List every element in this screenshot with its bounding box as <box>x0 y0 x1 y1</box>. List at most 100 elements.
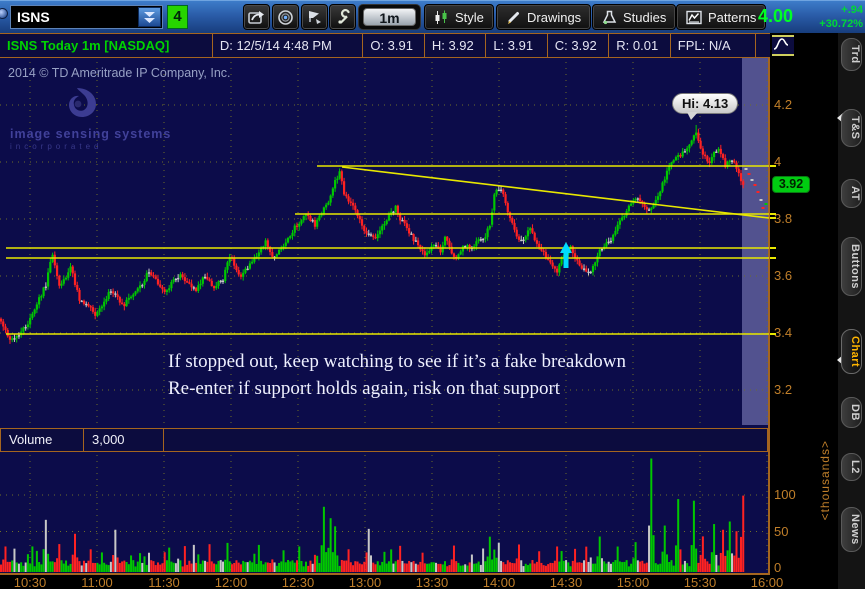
time-axis-label: 14:00 <box>482 575 516 589</box>
share-icon <box>248 11 264 24</box>
watchlist-count-badge[interactable]: 4 <box>167 5 188 29</box>
candlestick-chart: buy-signal-arrow <box>0 62 770 423</box>
target-icon <box>278 10 293 25</box>
time-axis: 10:30 11:00 11:30 12:00 12:30 13:00 13:30 14:00… <box>0 575 838 589</box>
share-chart-button[interactable] <box>243 4 270 30</box>
drawings-menu-button[interactable]: Drawings <box>496 4 592 30</box>
watermark-title: image sensing systems <box>10 127 172 141</box>
databar-cell: D: 12/5/14 4:48 PM <box>213 34 364 57</box>
drawing-axis-tick <box>770 217 776 219</box>
volume-pane[interactable]: Volume 3,000 <box>0 425 770 575</box>
last-price-badge: 3.92 <box>772 175 810 193</box>
sidebar-tab-l2[interactable]: L2 <box>841 453 862 481</box>
chart-data-bar: ISNS Today 1m [NASDAQ] D: 12/5/14 4:48 P… <box>0 33 770 58</box>
price-chart-pane[interactable]: buy-signal-arrow 2014 © TD Ameritrade IP… <box>0 58 770 425</box>
drawing-axis-tick <box>770 333 776 335</box>
databar-cell: R: 0.01 <box>609 34 671 57</box>
time-axis-label: 13:00 <box>348 575 382 589</box>
settings-wrench-button[interactable] <box>329 4 356 30</box>
candlestick-icon <box>435 10 447 24</box>
drawings-menu-label: Drawings <box>527 9 582 25</box>
sidebar-tab-ts[interactable]: T&S <box>841 109 862 147</box>
pattern-wave-icon <box>686 10 702 24</box>
crosshair-tool-button[interactable] <box>272 4 299 30</box>
sidebar-tab-news[interactable]: News <box>841 507 862 552</box>
sidebar-tab-buttons[interactable]: Buttons <box>841 237 862 297</box>
volume-header: Volume 3,000 <box>0 428 768 452</box>
price-axis-label: 3.4 <box>774 325 793 340</box>
volume-axis-unit: <thousands> <box>818 440 832 521</box>
flag-tool-icon <box>308 11 321 24</box>
volume-last-value: 3,000 <box>84 428 164 452</box>
company-watermark: image sensing systems incorporated <box>10 86 180 151</box>
volume-header-filler <box>164 428 768 452</box>
volume-label: Volume <box>0 428 84 452</box>
symbol-value: ISNS <box>17 9 50 25</box>
trade-note-line2: Re-enter if support holds again, risk on… <box>168 378 561 399</box>
time-axis-label: 14:30 <box>549 575 583 589</box>
time-axis-label: 15:00 <box>616 575 650 589</box>
time-axis-label: 10:30 <box>13 575 47 589</box>
curve-icon <box>773 38 789 50</box>
double-chevron-down-icon <box>144 12 155 23</box>
databar-cell: O: 3.91 <box>363 34 425 57</box>
trade-note-annotation[interactable]: If stopped out, keep watching to see if … <box>168 348 626 402</box>
studies-menu-button[interactable]: Studies <box>592 4 677 30</box>
databar-cell: C: 3.92 <box>548 34 610 57</box>
flask-icon <box>602 10 617 24</box>
sidebar-tab-at[interactable]: AT <box>841 179 862 208</box>
timeframe-value: 1m <box>363 8 416 26</box>
time-axis-label: 15:30 <box>683 575 717 589</box>
watermark-subtitle: incorporated <box>10 142 103 151</box>
sidebar-collapse-notch[interactable] <box>837 113 843 123</box>
time-axis-label: 11:30 <box>148 575 180 589</box>
copyright-text: 2014 © TD Ameritrade IP Company, Inc. <box>8 66 231 80</box>
symbol-dropdown-button[interactable] <box>138 7 161 27</box>
sidebar-collapse-notch[interactable] <box>837 355 843 365</box>
style-menu-label: Style <box>455 9 484 25</box>
chart-mode-button[interactable] <box>772 35 794 56</box>
change-display: +.94 +30.72% <box>819 3 863 31</box>
drawing-axis-tick <box>770 257 776 259</box>
time-axis-label: 11:00 <box>81 575 113 589</box>
patterns-menu-label: Patterns <box>708 9 757 25</box>
high-price-callout[interactable]: Hi: 4.13 <box>672 93 739 120</box>
databar-cell: L: 3.91 <box>486 34 548 57</box>
change-percent-value: +30.72% <box>819 18 863 30</box>
sidebar-tab-chart[interactable]: Chart <box>841 329 862 375</box>
time-axis-label: 13:30 <box>415 575 449 589</box>
patterns-menu-button[interactable]: Patterns <box>676 4 767 30</box>
wrench-icon <box>337 9 350 24</box>
price-axis-label: 3.2 <box>774 382 793 397</box>
extended-hours-shading <box>742 58 768 425</box>
symbol-input[interactable]: ISNS <box>10 5 163 29</box>
price-axis: 3.92 <thousands> 4.2 4 3.8 3.6 3.4 3.2 100 50 0 <box>770 58 838 589</box>
last-price-display: 4.00 <box>758 6 794 26</box>
databar-cell: H: 3.92 <box>425 34 487 57</box>
databar-cell: FPL: N/A <box>671 34 756 57</box>
sidebar-tab-db[interactable]: DB <box>841 397 862 428</box>
pencil-icon <box>508 11 519 24</box>
timeframe-button[interactable]: 1m <box>358 4 421 30</box>
drawing-tool-button[interactable] <box>301 4 328 30</box>
drawing-axis-tick <box>770 247 776 249</box>
main-toolbar: ISNS 4 <box>0 0 865 33</box>
price-axis-label: 3.8 <box>774 211 793 226</box>
volume-bars-chart <box>0 455 768 572</box>
volume-axis-label: 50 <box>774 523 789 539</box>
style-menu-button[interactable]: Style <box>424 4 494 30</box>
studies-menu-label: Studies <box>623 9 667 25</box>
gadget-sidebar: Trd T&S AT Buttons Chart DB L2 News <box>837 33 865 589</box>
time-axis-label: 12:00 <box>214 575 248 589</box>
chart-title: ISNS Today 1m [NASDAQ] <box>0 34 213 57</box>
sidebar-tab-trd[interactable]: Trd <box>841 38 862 71</box>
drawing-axis-tick <box>770 213 776 215</box>
databar-filler <box>756 34 770 57</box>
swirl-logo-icon <box>69 88 96 117</box>
price-axis-label: 4.2 <box>774 97 793 112</box>
time-axis-label: 12:30 <box>281 575 315 589</box>
volume-axis-label: 100 <box>774 487 796 502</box>
time-axis-label: 16:00 <box>750 575 784 589</box>
change-value: +.94 <box>841 4 863 16</box>
